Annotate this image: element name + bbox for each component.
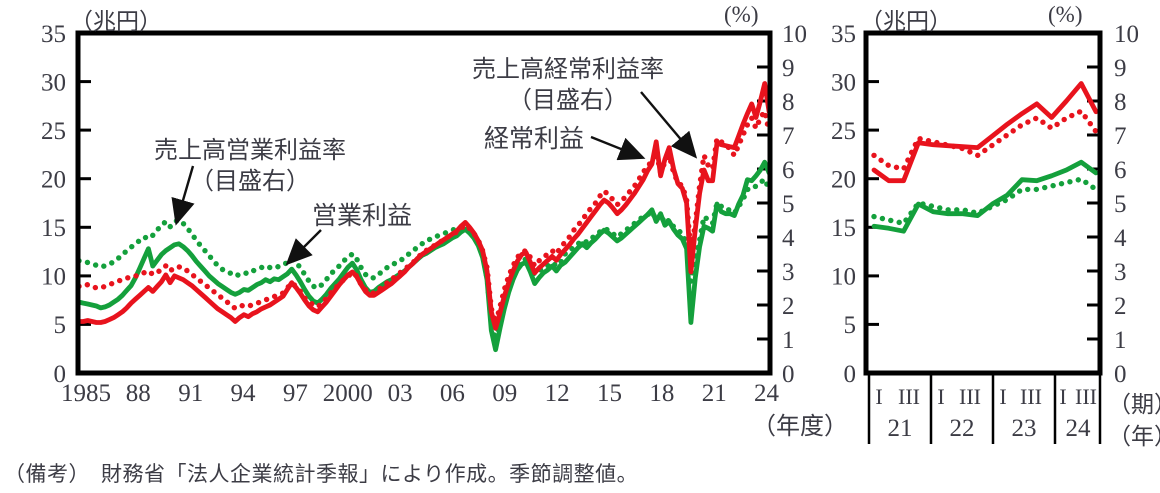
- annotation-arrow: [590, 135, 646, 161]
- left-axis-tick-label: 15: [41, 215, 66, 242]
- right-axis-tick-label: 8: [1114, 89, 1127, 116]
- left-axis-tick-label: 5: [54, 312, 67, 339]
- annotation-operating-profit-label: 営業利益: [311, 203, 412, 230]
- right-axis-tick-label: 9: [1114, 55, 1127, 82]
- quarter-tick-label: III: [898, 384, 920, 409]
- main-unit-right-label: (%): [724, 2, 759, 27]
- quarter-tick-label: I: [937, 384, 944, 409]
- x-axis-tick-label: 24: [754, 380, 780, 407]
- series-line: [871, 81, 1099, 184]
- x-axis-tick-label: 09: [492, 380, 517, 407]
- left-axis-tick-label: 15: [831, 215, 856, 242]
- quarter-tick-label: III: [1020, 384, 1042, 409]
- x-axis-tick-label: 88: [126, 380, 151, 407]
- left-axis-tick-label: 20: [831, 166, 856, 193]
- left-axis-tick-label: 10: [41, 264, 66, 291]
- series-line: [871, 159, 1099, 234]
- right-axis-tick-label: 5: [782, 191, 795, 218]
- quarter-tick-label: I: [1059, 384, 1066, 409]
- annotation-line: 売上高経常利益率: [472, 57, 664, 83]
- right-axis-tick-label: 9: [782, 55, 795, 82]
- quarter-tick-label: III: [1075, 384, 1097, 409]
- right-axis-tick-label: 6: [782, 157, 795, 184]
- x-axis-tick-label: 06: [440, 380, 465, 407]
- left-axis-tick-label: 25: [41, 118, 66, 145]
- year-tick-label: 22: [950, 415, 975, 442]
- plot-frame: [75, 30, 773, 376]
- left-axis-tick-label: 0: [54, 361, 67, 388]
- annotation-line: （目盛右）: [508, 88, 628, 115]
- quarterly-unit-right-label: (%): [1048, 2, 1083, 27]
- source-note: （備考） 財務省「法人企業統計季報」により作成。季節調整値。: [4, 462, 639, 486]
- left-axis-tick-label: 20: [41, 166, 66, 193]
- x-axis-tick-label: 18: [649, 380, 674, 407]
- right-axis-tick-label: 8: [782, 89, 795, 116]
- x-axis-tick-label: 1985: [61, 380, 111, 407]
- annotation-line: 売上高営業利益率: [154, 138, 346, 164]
- quarter-tick-label: I: [875, 384, 882, 409]
- left-axis-tick-label: 35: [41, 21, 66, 48]
- quarter-tick-label: I: [999, 384, 1006, 409]
- annotation-arrow: [640, 91, 698, 159]
- right-axis-tick-label: 0: [1114, 361, 1127, 388]
- year-tick-label: 24: [1066, 415, 1092, 442]
- right-axis-tick-label: 4: [1114, 225, 1127, 252]
- right-axis-tick-label: 1: [1114, 327, 1127, 354]
- series-line: [871, 176, 1099, 227]
- x-axis-tick-label: 12: [545, 380, 570, 407]
- right-axis-tick-label: 0: [782, 361, 795, 388]
- quarter-tick-label: III: [959, 384, 981, 409]
- left-axis-tick-label: 25: [831, 118, 856, 145]
- series-line: [76, 81, 772, 331]
- left-axis-tick-label: 10: [831, 264, 856, 291]
- x-axis-tick-label: 94: [231, 380, 257, 407]
- x-axis-tick-label: 97: [283, 380, 308, 407]
- series-line: [871, 107, 1099, 173]
- right-axis-tick-label: 6: [1114, 157, 1127, 184]
- annotation-ordinary-profit-label: 経常利益: [483, 126, 584, 153]
- x-axis-tick-label: 03: [388, 380, 413, 407]
- quarterly-year-row-label: （年）: [1108, 424, 1160, 449]
- annotation-arrow: [285, 229, 322, 266]
- quarterly-period-row-label: （期）: [1108, 392, 1160, 417]
- x-axis-tick-label: 21: [702, 380, 727, 407]
- right-axis-tick-label: 1: [782, 327, 795, 354]
- quarterly-unit-left-label: （兆円）: [860, 9, 952, 34]
- year-tick-label: 23: [1012, 415, 1037, 442]
- plot-frame: [863, 30, 1103, 376]
- main-xaxis-unit-label: （年度）: [752, 414, 848, 440]
- right-axis-tick-label: 3: [1114, 259, 1127, 286]
- annotation-line: （目盛右）: [190, 169, 310, 196]
- right-axis-tick-label: 7: [1114, 123, 1127, 150]
- right-axis-tick-label: 3: [782, 259, 795, 286]
- main-unit-left-label: （兆円）: [70, 9, 162, 34]
- right-axis-tick-label: 10: [1114, 21, 1139, 48]
- left-axis-tick-label: 30: [831, 69, 856, 96]
- left-axis-tick-label: 0: [844, 361, 857, 388]
- right-axis-tick-label: 10: [782, 21, 807, 48]
- x-axis-tick-label: 2000: [323, 380, 373, 407]
- x-axis-tick-label: 15: [597, 380, 622, 407]
- right-axis-tick-label: 7: [782, 123, 795, 150]
- left-axis-tick-label: 5: [844, 312, 857, 339]
- annotation-arrow: [171, 165, 195, 226]
- left-axis-tick-label: 30: [41, 69, 66, 96]
- annotation-operating-margin-label: 売上高営業利益率 （目盛右）: [128, 136, 372, 198]
- left-axis-tick-label: 35: [831, 21, 856, 48]
- x-axis-tick-label: 91: [178, 380, 203, 407]
- year-tick-label: 21: [888, 415, 913, 442]
- annotation-ordinary-margin-label: 売上高経常利益率 （目盛右）: [448, 55, 688, 117]
- right-axis-tick-label: 2: [1114, 293, 1127, 320]
- right-axis-tick-label: 2: [782, 293, 795, 320]
- right-axis-tick-label: 5: [1114, 191, 1127, 218]
- right-axis-tick-label: 4: [782, 225, 795, 252]
